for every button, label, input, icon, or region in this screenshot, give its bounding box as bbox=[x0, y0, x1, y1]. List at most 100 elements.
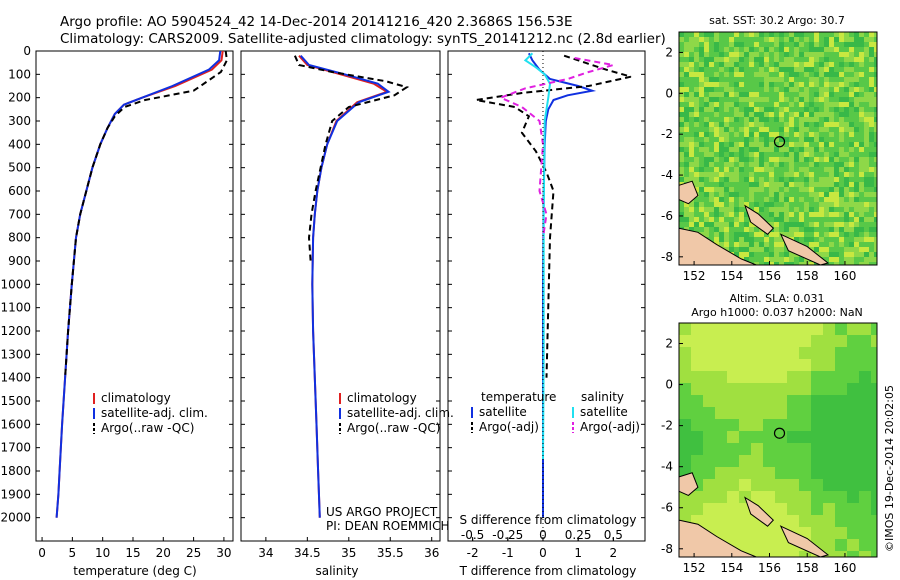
map-cell bbox=[679, 359, 691, 371]
map-cell bbox=[769, 97, 774, 102]
map-cell bbox=[834, 157, 839, 162]
map-cell bbox=[739, 217, 744, 222]
map-cell bbox=[734, 167, 739, 172]
map-cell bbox=[704, 132, 709, 137]
map-cell bbox=[699, 212, 704, 217]
map-cell bbox=[704, 47, 709, 52]
map-cell bbox=[874, 52, 877, 57]
map-cell bbox=[744, 247, 749, 252]
map-cell bbox=[719, 132, 724, 137]
map-cell bbox=[835, 503, 847, 515]
map-cell bbox=[847, 395, 859, 407]
map-cell bbox=[699, 62, 704, 67]
map-cell bbox=[769, 237, 774, 242]
map-cell bbox=[719, 87, 724, 92]
map-cell bbox=[874, 222, 877, 227]
map-cell bbox=[834, 87, 839, 92]
x-tick-label: 152 bbox=[683, 561, 706, 575]
map-cell bbox=[794, 207, 799, 212]
map-cell bbox=[864, 222, 869, 227]
map-cell bbox=[699, 87, 704, 92]
map-cell bbox=[859, 527, 871, 539]
map-cell bbox=[844, 187, 849, 192]
map-cell bbox=[751, 359, 763, 371]
map-cell bbox=[823, 551, 835, 557]
map-cell bbox=[694, 137, 699, 142]
map-cell bbox=[729, 192, 734, 197]
map-cell bbox=[729, 182, 734, 187]
map-cell bbox=[829, 57, 834, 62]
map-cell bbox=[724, 182, 729, 187]
map-cell bbox=[764, 97, 769, 102]
map-cell bbox=[709, 187, 714, 192]
map-cell bbox=[739, 371, 751, 383]
map-cell bbox=[714, 127, 719, 132]
y-tick-label: -2 bbox=[661, 127, 673, 141]
map-cell bbox=[859, 491, 871, 503]
map-cell bbox=[769, 152, 774, 157]
map-cell bbox=[727, 395, 739, 407]
map-cell bbox=[704, 182, 709, 187]
map-cell bbox=[859, 102, 864, 107]
map-cell bbox=[814, 82, 819, 87]
map-cell bbox=[744, 77, 749, 82]
map-cell bbox=[799, 383, 811, 395]
map-cell bbox=[835, 323, 847, 335]
map-cell bbox=[864, 172, 869, 177]
map-cell bbox=[869, 182, 874, 187]
map-cell bbox=[794, 107, 799, 112]
map-cell bbox=[719, 72, 724, 77]
map-cell bbox=[734, 172, 739, 177]
map-cell bbox=[835, 479, 847, 491]
map-cell bbox=[749, 42, 754, 47]
legend-label: satellite bbox=[580, 405, 628, 419]
map-cell bbox=[859, 117, 864, 122]
map-cell bbox=[684, 97, 689, 102]
map-cell bbox=[854, 247, 859, 252]
map-cell bbox=[829, 262, 834, 265]
map-cell bbox=[787, 443, 799, 455]
map-cell bbox=[704, 217, 709, 222]
map-cell bbox=[824, 167, 829, 172]
map-cell bbox=[787, 431, 799, 443]
map-cell bbox=[719, 212, 724, 217]
map-cell bbox=[739, 137, 744, 142]
map-cell bbox=[819, 217, 824, 222]
map-cell bbox=[691, 503, 703, 515]
map-cell bbox=[739, 157, 744, 162]
map-cell bbox=[769, 112, 774, 117]
map-cell bbox=[844, 247, 849, 252]
map-cell bbox=[734, 252, 739, 257]
map-cell bbox=[729, 82, 734, 87]
map-cell bbox=[809, 87, 814, 92]
map-cell bbox=[854, 32, 859, 37]
map-cell bbox=[789, 197, 794, 202]
map-cell bbox=[714, 42, 719, 47]
map-cell bbox=[859, 47, 864, 52]
map-cell bbox=[714, 202, 719, 207]
map-cell bbox=[759, 212, 764, 217]
map-cell bbox=[759, 237, 764, 242]
map-cell bbox=[834, 192, 839, 197]
map-cell bbox=[704, 222, 709, 227]
map-cell bbox=[703, 335, 715, 347]
map-cell bbox=[869, 167, 874, 172]
map-cell bbox=[824, 97, 829, 102]
map-cell bbox=[704, 62, 709, 67]
map-cell bbox=[847, 455, 859, 467]
map-cell bbox=[829, 147, 834, 152]
map-cell bbox=[691, 443, 703, 455]
map-cell bbox=[789, 107, 794, 112]
map-cell bbox=[739, 479, 751, 491]
map-cell bbox=[774, 157, 779, 162]
map-cell bbox=[859, 335, 871, 347]
map-cell bbox=[714, 107, 719, 112]
map-cell bbox=[775, 467, 787, 479]
map-cell bbox=[819, 227, 824, 232]
map-cell bbox=[864, 72, 869, 77]
map-cell bbox=[739, 187, 744, 192]
map-cell bbox=[869, 232, 874, 237]
map-cell bbox=[691, 395, 703, 407]
map-cell bbox=[854, 62, 859, 67]
map-cell bbox=[834, 217, 839, 222]
